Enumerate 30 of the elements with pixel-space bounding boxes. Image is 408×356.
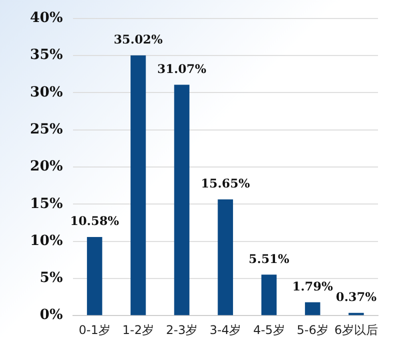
data-label: 15.65% bbox=[200, 176, 250, 190]
data-label: 35.02% bbox=[114, 32, 164, 47]
data-label: 31.07% bbox=[157, 62, 207, 76]
bar bbox=[261, 274, 277, 316]
x-tick-label: 5-6岁 bbox=[296, 322, 328, 337]
bar bbox=[348, 312, 364, 316]
y-tick-label: 25% bbox=[30, 121, 63, 138]
bar bbox=[218, 199, 234, 316]
y-tick-label: 15% bbox=[30, 196, 63, 212]
x-tick-label: 4-5岁 bbox=[253, 322, 285, 337]
y-tick-label: 0% bbox=[40, 307, 63, 324]
y-tick-label: 30% bbox=[30, 84, 63, 100]
x-tick-label: 2-3岁 bbox=[166, 322, 198, 337]
data-label: 0.37% bbox=[336, 290, 378, 304]
x-tick-label: 0-1岁 bbox=[78, 322, 110, 337]
data-label: 5.51% bbox=[248, 252, 290, 266]
x-tick-label: 6岁以后 bbox=[334, 322, 378, 337]
data-label: 1.79% bbox=[292, 279, 334, 294]
data-label: 10.58% bbox=[70, 214, 120, 228]
bar bbox=[130, 55, 146, 316]
y-tick-label: 40% bbox=[30, 10, 63, 26]
x-tick-label: 3-4岁 bbox=[210, 322, 242, 337]
bar bbox=[174, 84, 190, 316]
y-tick-label: 10% bbox=[30, 232, 63, 249]
x-tick-label: 1-2岁 bbox=[122, 322, 154, 337]
y-tick-label: 20% bbox=[30, 158, 63, 175]
y-tick-label: 5% bbox=[40, 270, 63, 286]
bar bbox=[86, 236, 102, 316]
bar bbox=[304, 302, 320, 316]
y-tick-label: 35% bbox=[30, 47, 63, 64]
